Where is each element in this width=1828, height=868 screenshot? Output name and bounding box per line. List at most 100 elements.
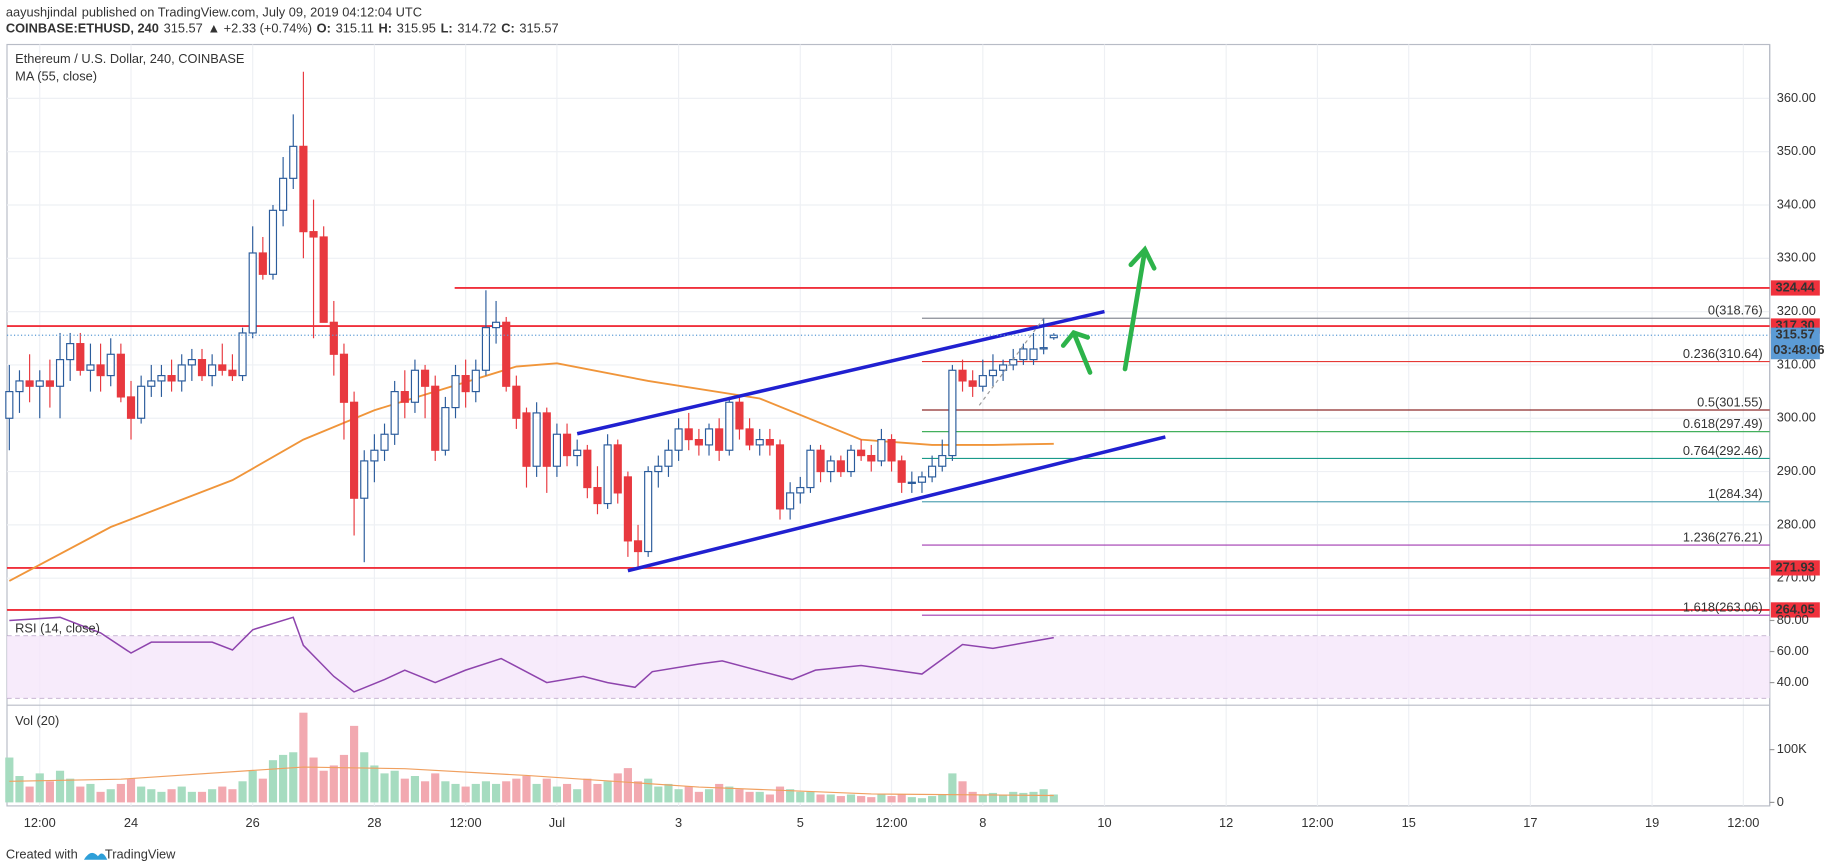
x-tick-label: 28 — [367, 815, 381, 830]
volume-bar — [603, 781, 612, 803]
candle-body — [938, 454, 947, 467]
volume-bar — [897, 794, 906, 803]
arrow-up — [1122, 248, 1148, 372]
volume-bar — [187, 791, 196, 803]
x-tick-label: 12:00 — [876, 815, 908, 830]
candle-body — [1009, 359, 1018, 366]
level-tag — [1770, 280, 1820, 296]
candle-body — [846, 449, 856, 473]
volume-bar — [633, 781, 643, 803]
candle-body — [644, 470, 653, 553]
volume-bar — [664, 783, 673, 803]
volume-bar — [248, 770, 257, 803]
candle-body — [491, 321, 501, 329]
candle-body — [542, 412, 551, 467]
candle-body — [471, 369, 480, 393]
candle-body — [562, 433, 572, 457]
volume-bar — [370, 765, 379, 803]
candle-body — [268, 209, 278, 275]
volume-bar — [704, 789, 714, 803]
rsi-band — [6, 635, 1770, 699]
candle-body — [441, 407, 450, 451]
candle-body — [502, 321, 511, 387]
volume-bar — [988, 792, 998, 803]
volume-bar — [522, 776, 531, 803]
candle-body — [45, 380, 54, 387]
marks — [5, 71, 1770, 803]
volume-bar — [826, 794, 835, 803]
arrow-head — [1128, 245, 1157, 271]
candle-body — [704, 428, 714, 446]
candle-body — [421, 369, 430, 387]
candle-body — [613, 444, 622, 494]
ohlc-label: H: — [379, 21, 393, 36]
candle-body — [907, 481, 916, 484]
volume-bar — [999, 794, 1008, 803]
volume-bar — [948, 773, 957, 803]
candle-body — [360, 460, 369, 499]
vol-title: Vol (20) — [15, 713, 59, 728]
volume-bar — [157, 791, 166, 803]
volume-bar — [5, 757, 14, 803]
volume-bar — [938, 794, 947, 803]
candle-body — [289, 145, 298, 179]
countdown: 03:48:06 — [1773, 342, 1824, 357]
ohlc-value: 314.72 — [457, 21, 496, 36]
candle-body — [765, 438, 774, 446]
volume-bar — [745, 791, 754, 803]
rsi-tick-label: 40.00 — [1777, 674, 1809, 689]
candle-body — [796, 486, 805, 494]
rsi-tick-label: 80.00 — [1777, 612, 1809, 627]
last-price-label: 315.57 — [1776, 327, 1815, 342]
volume-bar — [512, 778, 521, 803]
volume-bar — [268, 760, 278, 803]
level-tag-label: 324.44 — [1776, 279, 1816, 294]
rsi-line — [9, 616, 1054, 693]
candle-body — [999, 364, 1008, 371]
candle-body — [958, 369, 967, 382]
volume-bar — [674, 789, 683, 803]
candle-body — [694, 438, 703, 446]
candle-body — [948, 369, 957, 457]
candle-body — [167, 375, 176, 382]
volume-bar — [45, 781, 54, 803]
x-tick-label: Jul — [549, 815, 565, 830]
candle-body — [116, 353, 125, 398]
candle-body — [25, 380, 34, 387]
level-tag-label: 264.05 — [1776, 601, 1815, 616]
candle-body — [106, 353, 115, 377]
volume-bar — [725, 786, 734, 803]
candle-body — [532, 412, 541, 467]
ma-legend: MA (55, close) — [15, 69, 97, 84]
candle-body — [177, 364, 186, 382]
last-price: 315.57 — [164, 21, 203, 36]
volume-bar — [360, 752, 369, 803]
candle-body — [755, 438, 764, 446]
candle-body — [350, 401, 359, 499]
volume-bar — [76, 786, 85, 803]
volume-bar — [279, 754, 288, 803]
volume-bar — [552, 786, 561, 803]
volume-bar — [431, 773, 440, 803]
y-tick-label: 280.00 — [1777, 516, 1816, 531]
volume-bar — [258, 778, 267, 803]
volume-bar — [461, 786, 470, 803]
volume-bar — [289, 752, 298, 803]
candle-body — [897, 460, 906, 483]
grid — [6, 44, 1775, 806]
last-price-tag — [1770, 327, 1820, 360]
volume-bar — [958, 781, 967, 803]
volume-bar — [978, 794, 987, 803]
volume-bar — [786, 789, 795, 803]
ohlc-label: O: — [317, 21, 331, 36]
volume-bar — [573, 789, 582, 803]
footer-created: Created with — [6, 846, 78, 861]
rsi-tick-label: 60.00 — [1777, 643, 1809, 658]
volume-bar — [765, 794, 774, 803]
candle-body — [988, 369, 998, 377]
symbol: COINBASE:ETHUSD, 240 — [6, 21, 159, 36]
level-tag-label: 271.93 — [1776, 559, 1815, 574]
x-tick-label: 19 — [1645, 815, 1659, 830]
